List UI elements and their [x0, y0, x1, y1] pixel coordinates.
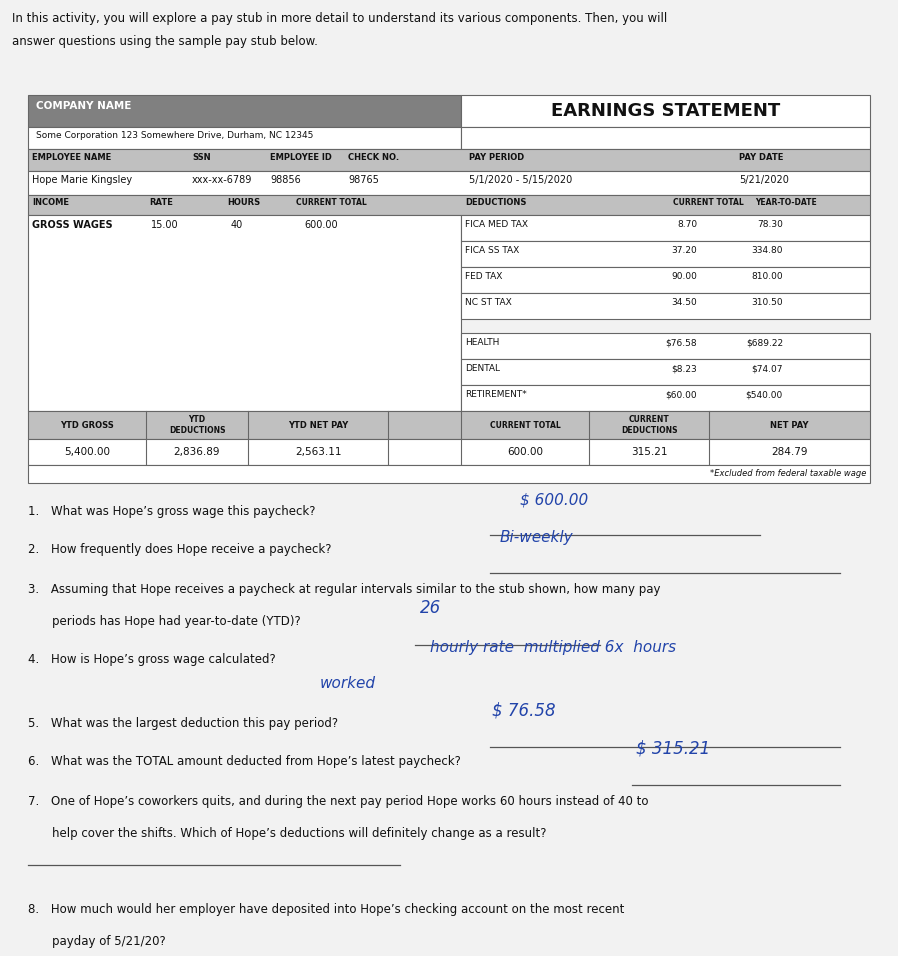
Text: answer questions using the sample pay stub below.: answer questions using the sample pay st… [12, 35, 318, 48]
Text: PAY DATE: PAY DATE [739, 153, 783, 162]
Text: NET PAY: NET PAY [770, 421, 808, 429]
Text: YEAR-TO-DATE: YEAR-TO-DATE [755, 198, 817, 207]
Text: RATE: RATE [149, 198, 173, 207]
Text: $ 600.00: $ 600.00 [520, 492, 588, 507]
Text: 2. How frequently does Hope receive a paycheck?: 2. How frequently does Hope receive a pa… [28, 543, 331, 556]
Text: 600.00: 600.00 [304, 220, 338, 230]
Bar [28, 215, 461, 411]
Text: CURRENT TOTAL: CURRENT TOTAL [673, 198, 744, 207]
Text: 8.70: 8.70 [677, 220, 697, 229]
Text: NC ST TAX: NC ST TAX [465, 298, 512, 307]
Text: 90.00: 90.00 [671, 272, 697, 281]
Text: HOURS: HOURS [227, 198, 260, 207]
Text: $76.58: $76.58 [665, 338, 697, 347]
Text: $ 315.21: $ 315.21 [636, 739, 710, 757]
Text: 810.00: 810.00 [752, 272, 783, 281]
Text: Bi-weekly: Bi-weekly [500, 530, 574, 545]
Text: CHECK NO.: CHECK NO. [348, 153, 399, 162]
Text: 2,836.89: 2,836.89 [173, 447, 220, 457]
Text: HEALTH: HEALTH [465, 338, 499, 347]
Text: YTD
DEDUCTIONS: YTD DEDUCTIONS [169, 415, 225, 435]
Text: 26: 26 [420, 599, 441, 617]
Text: hourly rate  multiplied 6x  hours: hourly rate multiplied 6x hours [430, 640, 676, 655]
Text: Some Corporation 123 Somewhere Drive, Durham, NC 12345: Some Corporation 123 Somewhere Drive, Du… [36, 131, 313, 140]
Text: EMPLOYEE NAME: EMPLOYEE NAME [32, 153, 111, 162]
Bar [461, 293, 870, 319]
Text: PAY PERIOD: PAY PERIOD [469, 153, 524, 162]
Text: worked: worked [320, 676, 376, 691]
Text: 8. How much would her employer have deposited into Hope’s checking account on th: 8. How much would her employer have depo… [28, 903, 624, 916]
Text: 5. What was the largest deduction this pay period?: 5. What was the largest deduction this p… [28, 717, 339, 730]
Text: 4. How is Hope’s gross wage calculated?: 4. How is Hope’s gross wage calculated? [28, 653, 276, 666]
Text: SSN: SSN [192, 153, 211, 162]
Text: 600.00: 600.00 [507, 447, 543, 457]
Text: 34.50: 34.50 [671, 298, 697, 307]
Text: 3. Assuming that Hope receives a paycheck at regular intervals similar to the st: 3. Assuming that Hope receives a paychec… [28, 583, 661, 596]
Text: YTD NET PAY: YTD NET PAY [288, 421, 348, 429]
Text: 15.00: 15.00 [151, 220, 179, 230]
Text: DEDUCTIONS: DEDUCTIONS [465, 198, 526, 207]
Bar [28, 439, 870, 465]
Text: CURRENT TOTAL: CURRENT TOTAL [489, 421, 560, 429]
Text: *Excluded from federal taxable wage: *Excluded from federal taxable wage [709, 469, 866, 478]
Bar [461, 215, 870, 241]
Text: GROSS WAGES: GROSS WAGES [32, 220, 112, 230]
Text: 5/1/2020 - 5/15/2020: 5/1/2020 - 5/15/2020 [469, 175, 572, 185]
Text: 315.21: 315.21 [630, 447, 667, 457]
Bar [28, 465, 870, 483]
Text: CURRENT TOTAL: CURRENT TOTAL [296, 198, 366, 207]
Text: 284.79: 284.79 [770, 447, 807, 457]
Text: $689.22: $689.22 [746, 338, 783, 347]
Text: FED TAX: FED TAX [465, 272, 502, 281]
Text: Hope Marie Kingsley: Hope Marie Kingsley [32, 175, 132, 185]
Text: 2,563.11: 2,563.11 [295, 447, 341, 457]
Text: RETIREMENT*: RETIREMENT* [465, 390, 527, 399]
Bar [461, 385, 870, 411]
Bar [28, 127, 461, 149]
Text: 310.50: 310.50 [752, 298, 783, 307]
Text: EARNINGS STATEMENT: EARNINGS STATEMENT [550, 102, 780, 120]
Bar [461, 267, 870, 293]
Text: YTD GROSS: YTD GROSS [60, 421, 114, 429]
Bar [461, 241, 870, 267]
Bar [28, 149, 870, 171]
Text: $ 76.58: $ 76.58 [492, 701, 556, 719]
Text: 334.80: 334.80 [752, 246, 783, 255]
Text: 7. One of Hope’s coworkers quits, and during the next pay period Hope works 60 h: 7. One of Hope’s coworkers quits, and du… [28, 795, 648, 808]
Text: $60.00: $60.00 [665, 390, 697, 399]
Text: COMPANY NAME: COMPANY NAME [36, 101, 131, 111]
Text: INCOME: INCOME [32, 198, 69, 207]
Text: help cover the shifts. Which of Hope’s deductions will definitely change as a re: help cover the shifts. Which of Hope’s d… [52, 827, 547, 840]
Text: 98765: 98765 [348, 175, 379, 185]
Text: 1. What was Hope’s gross wage this paycheck?: 1. What was Hope’s gross wage this paych… [28, 505, 315, 518]
Text: 40: 40 [231, 220, 243, 230]
Text: EMPLOYEE ID: EMPLOYEE ID [270, 153, 332, 162]
Text: $74.07: $74.07 [752, 364, 783, 373]
Text: 37.20: 37.20 [671, 246, 697, 255]
Text: $540.00: $540.00 [745, 390, 783, 399]
Bar [461, 359, 870, 385]
Text: 98856: 98856 [270, 175, 301, 185]
Text: xxx-xx-6789: xxx-xx-6789 [192, 175, 252, 185]
Bar [461, 95, 870, 127]
Text: 5/21/2020: 5/21/2020 [739, 175, 788, 185]
Text: payday of 5/21/20?: payday of 5/21/20? [52, 935, 166, 948]
Bar [28, 195, 870, 215]
Text: 6. What was the TOTAL amount deducted from Hope’s latest paycheck?: 6. What was the TOTAL amount deducted fr… [28, 755, 461, 768]
Text: 78.30: 78.30 [757, 220, 783, 229]
Bar [461, 127, 870, 149]
Bar [461, 333, 870, 359]
Bar [28, 95, 461, 127]
Text: In this activity, you will explore a pay stub in more detail to understand its v: In this activity, you will explore a pay… [12, 12, 667, 25]
Bar [28, 411, 870, 439]
Text: CURRENT
DEDUCTIONS: CURRENT DEDUCTIONS [621, 415, 677, 435]
Text: DENTAL: DENTAL [465, 364, 500, 373]
Text: FICA SS TAX: FICA SS TAX [465, 246, 519, 255]
Text: 5,400.00: 5,400.00 [64, 447, 110, 457]
Text: FICA MED TAX: FICA MED TAX [465, 220, 528, 229]
Bar [28, 171, 870, 195]
Text: periods has Hope had year-to-date (YTD)?: periods has Hope had year-to-date (YTD)? [52, 615, 301, 628]
Text: $8.23: $8.23 [671, 364, 697, 373]
